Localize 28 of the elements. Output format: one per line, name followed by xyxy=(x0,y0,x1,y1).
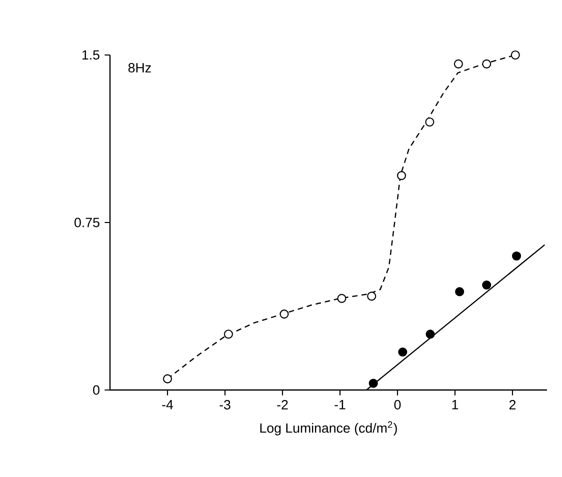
point xyxy=(482,59,492,68)
x-axis-title: Log Luminance (cd/m$^{2}$) xyxy=(260,421,397,436)
x-tick-label: -2 xyxy=(277,400,288,410)
point xyxy=(398,347,408,357)
point xyxy=(224,330,233,339)
x-tick-label: 2 xyxy=(509,400,516,410)
point xyxy=(280,310,289,319)
point xyxy=(510,50,520,60)
point xyxy=(482,280,492,290)
point xyxy=(368,378,378,388)
point xyxy=(426,330,435,339)
point xyxy=(367,292,376,301)
point xyxy=(455,287,464,296)
point xyxy=(454,59,463,68)
x-tick-label: 1 xyxy=(452,400,458,410)
point xyxy=(425,117,434,127)
x-tick-label: -3 xyxy=(220,400,230,410)
annotation: 8Hz xyxy=(128,63,151,72)
point xyxy=(337,294,346,303)
y-tick-label: 0.75 xyxy=(74,218,100,228)
point xyxy=(162,374,172,384)
x-tick-label: -1 xyxy=(334,400,346,410)
point xyxy=(512,251,522,261)
x-tick-label: 0 xyxy=(394,400,401,410)
y-tick-label: 1.5 xyxy=(82,50,100,60)
point xyxy=(396,171,406,180)
y-tick-label: 0 xyxy=(93,385,100,395)
x-tick-label: -4 xyxy=(162,400,174,410)
